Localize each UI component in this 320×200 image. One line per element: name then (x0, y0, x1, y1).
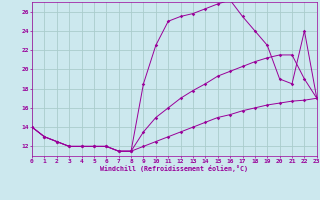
X-axis label: Windchill (Refroidissement éolien,°C): Windchill (Refroidissement éolien,°C) (100, 165, 248, 172)
